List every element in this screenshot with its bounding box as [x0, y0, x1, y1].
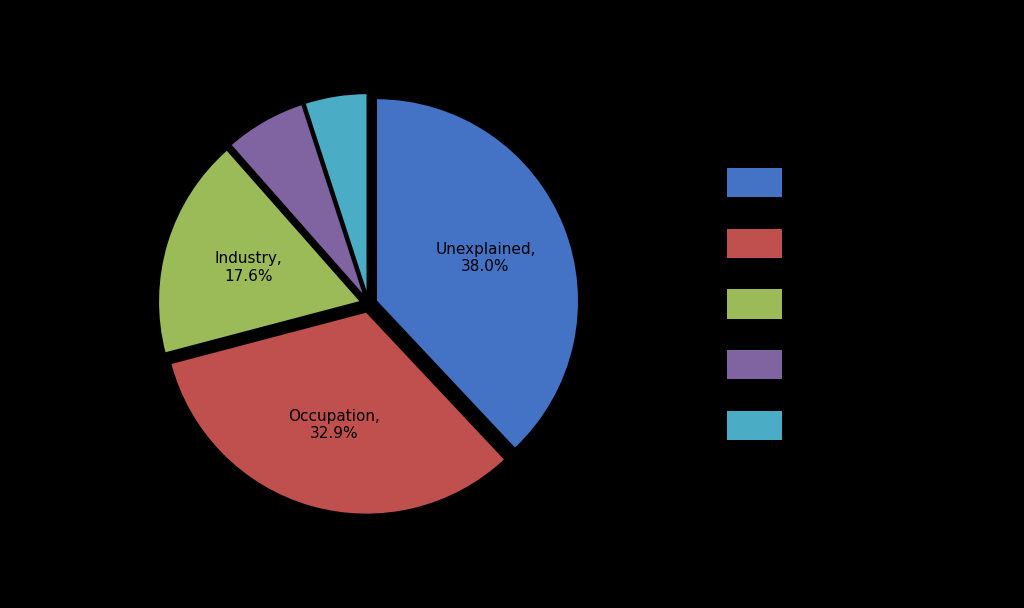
FancyBboxPatch shape [727, 411, 782, 440]
Wedge shape [230, 104, 365, 297]
Text: Industry,
17.6%: Industry, 17.6% [215, 251, 283, 283]
Wedge shape [170, 312, 505, 514]
Wedge shape [305, 93, 368, 296]
FancyBboxPatch shape [727, 289, 782, 319]
FancyBboxPatch shape [727, 168, 782, 197]
Wedge shape [376, 98, 579, 449]
Text: Occupation,
32.9%: Occupation, 32.9% [288, 409, 380, 441]
FancyBboxPatch shape [727, 229, 782, 258]
Wedge shape [159, 150, 360, 353]
FancyBboxPatch shape [727, 350, 782, 379]
Text: Unexplained,
38.0%: Unexplained, 38.0% [435, 241, 536, 274]
